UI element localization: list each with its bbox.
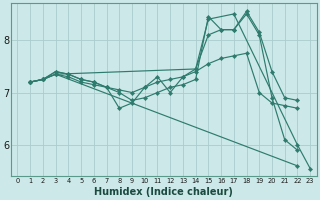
X-axis label: Humidex (Indice chaleur): Humidex (Indice chaleur)	[94, 187, 233, 197]
